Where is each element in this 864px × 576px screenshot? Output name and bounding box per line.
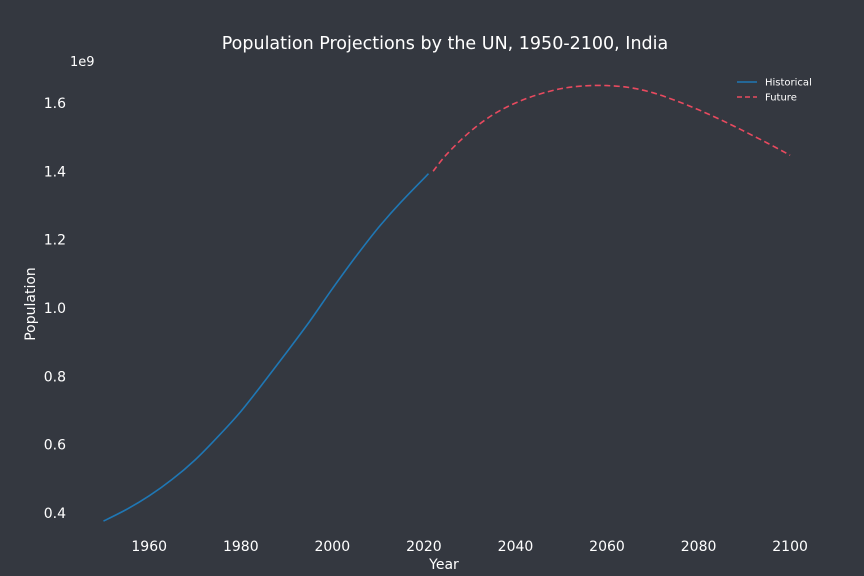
x-tick-label: 2080 [681, 539, 717, 555]
legend-label-historical: Historical [765, 78, 812, 89]
y-axis-offset-label: 1e9 [70, 55, 95, 70]
x-axis-label: Year [428, 557, 459, 573]
legend-label-future: Future [765, 93, 797, 104]
y-axis-ticks: 0.4 0.6 0.8 1.0 1.2 1.4 1.6 [44, 96, 66, 522]
legend: Historical Future [737, 78, 812, 104]
x-tick-label: 2100 [772, 539, 808, 555]
x-axis-ticks: 1960 1980 2000 2020 2040 2060 2080 2100 [131, 539, 808, 555]
series-line-future [432, 84, 791, 172]
x-tick-label: 2020 [406, 539, 442, 555]
x-tick-label: 1980 [223, 539, 259, 555]
x-tick-label: 2060 [589, 539, 625, 555]
series-line-historical [103, 173, 430, 522]
y-tick-label: 1.2 [44, 233, 66, 249]
chart-title: Population Projections by the UN, 1950-2… [222, 34, 669, 54]
y-tick-label: 0.4 [44, 506, 66, 522]
x-tick-label: 1960 [131, 539, 167, 555]
x-tick-label: 2000 [314, 539, 350, 555]
y-tick-label: 0.6 [44, 438, 66, 454]
y-axis-label: Population [23, 267, 39, 341]
y-tick-label: 1.4 [44, 164, 66, 180]
y-tick-label: 0.8 [44, 369, 66, 385]
x-tick-label: 2040 [498, 539, 534, 555]
y-tick-label: 1.6 [44, 96, 66, 112]
y-tick-label: 1.0 [44, 301, 66, 317]
plot-area [103, 84, 791, 522]
